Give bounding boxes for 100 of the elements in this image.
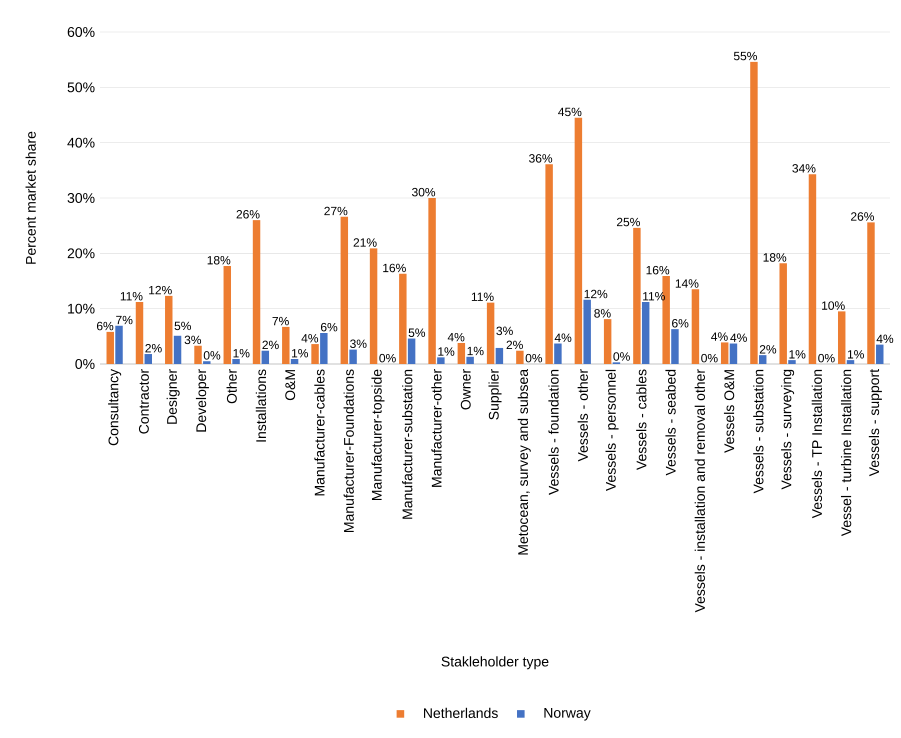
data-label: 25%	[616, 218, 640, 226]
bar	[779, 263, 787, 364]
x-tick-label: Manufacturer-other	[431, 369, 442, 487]
data-label: 26%	[851, 212, 874, 221]
data-label: 4%	[711, 332, 728, 341]
x-tick-label: Manufacturer-substation	[402, 370, 412, 519]
bar	[311, 344, 319, 364]
x-tick-label: Vessels - substation	[753, 370, 764, 494]
data-label: 26%	[236, 210, 260, 219]
bar	[867, 222, 875, 364]
data-label: 0%	[613, 352, 630, 361]
bar	[174, 336, 182, 364]
x-tick-label: Vessels - installation and removal other	[694, 369, 705, 612]
data-label: 5%	[174, 322, 191, 330]
y-tick-label: 30%	[68, 193, 95, 203]
bar	[574, 118, 582, 364]
data-label: 30%	[412, 188, 436, 196]
data-label: 16%	[383, 264, 406, 272]
bar	[340, 216, 348, 364]
bar	[252, 220, 260, 364]
data-label: 6%	[320, 322, 338, 332]
data-label: 3%	[184, 336, 202, 344]
data-label: 18%	[208, 256, 230, 264]
bar	[758, 355, 766, 364]
x-tick-label: Vessels O&M	[724, 370, 734, 453]
bar	[349, 350, 357, 364]
bar	[788, 360, 796, 364]
data-label: 1%	[789, 350, 806, 359]
x-tick-label: Contractor	[138, 369, 149, 434]
data-label: 21%	[354, 238, 377, 247]
data-label: 2%	[506, 340, 523, 350]
data-label: 2%	[145, 344, 162, 352]
data-label: 0%	[204, 351, 220, 360]
x-tick-label: O&M	[285, 370, 296, 400]
x-tick-label: Vessels - foundation	[548, 370, 559, 495]
bar	[604, 319, 612, 364]
bar	[486, 302, 494, 364]
data-label: 10%	[822, 301, 845, 310]
data-label: 36%	[529, 154, 552, 163]
bar	[466, 356, 474, 364]
data-label: 7%	[272, 316, 289, 326]
bar	[633, 228, 641, 364]
x-tick-label: Supplier	[488, 369, 502, 420]
x-tick-label: Vessels - seabed	[665, 370, 676, 476]
bar	[232, 359, 240, 364]
bar	[437, 357, 445, 364]
bar	[730, 344, 738, 364]
x-tick-label: Manufacturer-topside	[371, 370, 384, 500]
y-axis-title: Percent market share	[26, 132, 36, 264]
data-label: 4%	[554, 334, 572, 342]
data-label: 0%	[818, 354, 835, 362]
bar	[876, 344, 884, 364]
data-label: 3%	[496, 326, 513, 336]
y-tick-label: 20%	[68, 248, 95, 258]
x-tick-label: Vessels - personnel	[606, 370, 619, 492]
data-label: 1%	[438, 347, 454, 356]
x-tick-label: Metocean, survey and subsea	[518, 368, 531, 555]
x-tick-label: Vessels - support	[868, 369, 882, 476]
legend-label: Netherlands	[424, 708, 498, 718]
data-label: 14%	[676, 279, 698, 288]
bar	[720, 342, 728, 364]
data-label: 55%	[734, 52, 757, 60]
data-label: 2%	[262, 340, 279, 350]
data-label: 11%	[472, 292, 494, 301]
data-label: 45%	[558, 108, 582, 116]
data-label: 4%	[876, 334, 894, 344]
data-label: 4%	[730, 334, 747, 342]
bar	[671, 329, 679, 364]
data-label: 2%	[760, 345, 776, 354]
y-tick-label: 60%	[68, 27, 95, 37]
bar	[642, 302, 650, 364]
x-tick-label: Vessels - TP Installation	[812, 370, 822, 518]
y-tick-label: 10%	[68, 304, 95, 314]
data-label: 27%	[324, 206, 348, 216]
bar	[750, 62, 758, 364]
data-label: 18%	[764, 253, 786, 262]
x-tick-label: Developer	[196, 369, 209, 432]
bar	[458, 342, 466, 364]
data-label: 34%	[792, 164, 816, 173]
bar	[554, 344, 562, 364]
x-axis-title: Stakleholder type	[442, 656, 548, 670]
bar	[545, 164, 553, 364]
bar	[194, 346, 202, 364]
x-tick-label: Other	[226, 369, 237, 404]
x-tick-label: Vessels - cables	[636, 369, 646, 470]
data-label: 12%	[149, 286, 172, 294]
bar	[846, 360, 854, 364]
x-tick-label: Manufacturer-cables	[314, 369, 325, 496]
x-tick-label: Installations	[256, 369, 266, 442]
data-label: 0%	[701, 354, 718, 362]
bar	[290, 359, 298, 364]
data-label: 11%	[120, 292, 143, 300]
data-label: 3%	[350, 340, 367, 348]
data-label: 8%	[594, 309, 611, 318]
data-label: 7%	[116, 316, 132, 324]
data-label: 0%	[526, 354, 542, 362]
bar	[808, 174, 816, 364]
data-label: 1%	[292, 349, 308, 358]
y-tick-label: 50%	[68, 82, 95, 92]
bar	[408, 338, 416, 364]
